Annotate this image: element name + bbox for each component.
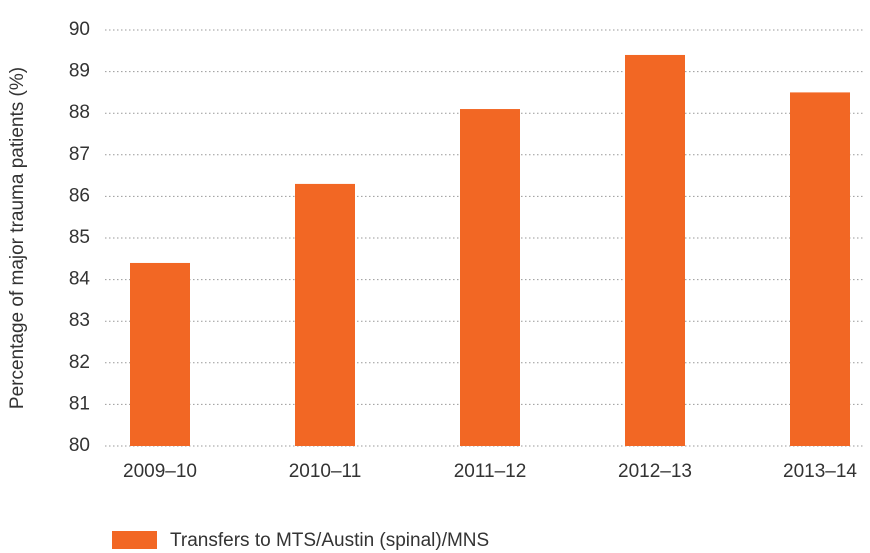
legend-label: Transfers to MTS/Austin (spinal)/MNS [170, 530, 489, 551]
y-tick-label: 87 [69, 144, 90, 165]
y-tick-label: 81 [69, 393, 90, 414]
bar [790, 92, 850, 447]
bar [295, 183, 355, 447]
y-tick-label: 89 [69, 61, 90, 82]
y-tick-label: 90 [69, 19, 90, 40]
legend-swatch [112, 531, 157, 549]
y-tick-label: 86 [69, 185, 90, 206]
x-tick-label: 2009–10 [123, 461, 197, 482]
x-tick-label: 2012–13 [618, 461, 692, 482]
x-tick-label: 2010–11 [289, 461, 362, 482]
y-tick-label: 83 [69, 310, 90, 331]
y-axis-label: Percentage of major trauma patients (%) [7, 67, 28, 409]
y-tick-label: 84 [69, 269, 91, 290]
bar [625, 54, 685, 447]
bar [460, 109, 520, 446]
bar [130, 262, 190, 446]
y-tick-label: 82 [69, 352, 90, 373]
x-tick-label: 2013–14 [783, 461, 857, 482]
y-tick-label: 80 [69, 435, 90, 456]
y-tick-label: 85 [69, 227, 90, 248]
x-tick-label: 2011–12 [454, 461, 527, 482]
y-tick-label: 88 [69, 102, 90, 123]
